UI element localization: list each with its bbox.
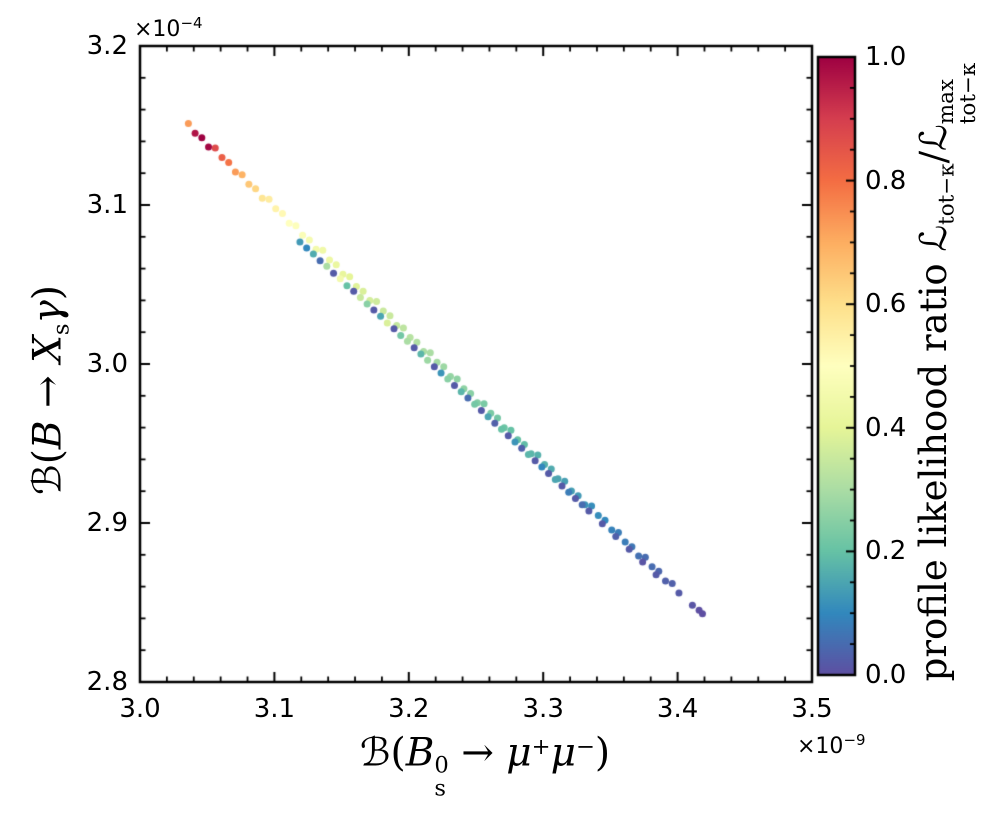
- y-tick-label: 2.8: [86, 667, 128, 697]
- y-offset-exponent: −4: [180, 14, 203, 32]
- y-offset-base: ×10: [134, 17, 181, 43]
- x-tick-label: 3.4: [656, 694, 699, 724]
- x-offset-exponent: −9: [843, 731, 866, 749]
- x-tick-label: 3.2: [388, 694, 430, 724]
- x-tick-label: 3.5: [791, 694, 833, 724]
- colorbar-tick-label: 0.6: [865, 289, 907, 320]
- x-axis-label: ℬ(B 0 s → μ+μ−): [359, 730, 611, 802]
- y-tick-label: 3.2: [86, 31, 128, 61]
- colorbar-tick-label: 0.0: [865, 660, 907, 690]
- x-tick-label: 3.0: [119, 694, 161, 724]
- x-tick-label: 3.3: [522, 694, 564, 724]
- y-tick-label: 2.9: [86, 508, 128, 538]
- colorbar-tick-label: 0.4: [865, 412, 907, 443]
- y-tick-label: 3.0: [86, 349, 128, 379]
- x-tick-label: 3.1: [253, 694, 296, 724]
- colorbar-tick-label: 0.8: [865, 165, 907, 196]
- y-tick-label: 3.1: [86, 190, 128, 220]
- y-axis-label: ℬ(B → Xsγ): [25, 285, 75, 495]
- colorbar-tick-label: 1.0: [865, 42, 907, 72]
- colorbar-tick-label: 0.2: [865, 536, 907, 567]
- x-offset-base: ×10: [797, 734, 844, 760]
- x-axis-offset-text: ×10−9: [797, 731, 865, 759]
- y-axis-offset-text: ×10−4: [134, 14, 202, 42]
- colorbar-label: profile likelihood ratio ℒtot−κ/ℒ max tot−…: [911, 62, 981, 682]
